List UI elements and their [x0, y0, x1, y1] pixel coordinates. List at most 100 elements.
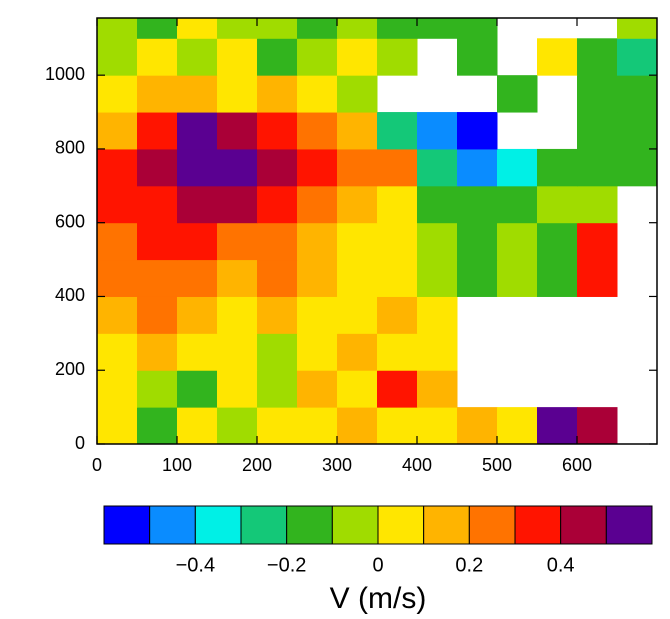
heat-cell — [537, 222, 578, 261]
heat-cell — [97, 185, 138, 224]
heat-cell — [217, 222, 258, 261]
heat-cell — [497, 185, 538, 224]
heat-cell — [177, 222, 218, 261]
heat-cell — [137, 38, 178, 76]
heat-cell — [217, 407, 258, 445]
y-tick-label: 600 — [55, 211, 85, 231]
colorbar-swatch — [514, 505, 562, 545]
heat-cell — [337, 18, 378, 39]
colorbar-swatch — [194, 505, 242, 545]
heat-cell — [217, 148, 258, 187]
heat-cell — [617, 38, 658, 76]
heat-cell — [257, 370, 298, 408]
colorbar-tick-label: −0.2 — [267, 554, 306, 576]
heat-cell — [297, 75, 338, 113]
heat-cell — [97, 222, 138, 261]
colorbar-swatch — [468, 505, 516, 545]
heat-cell — [217, 333, 258, 371]
y-tick-label: 200 — [55, 359, 85, 379]
heat-cell — [297, 333, 338, 371]
x-tick-label: 500 — [482, 455, 512, 475]
x-tick-label: 300 — [322, 455, 352, 475]
heat-cell — [537, 407, 578, 445]
heat-cell — [457, 259, 498, 297]
heat-cell — [417, 185, 458, 224]
heat-cell — [497, 407, 538, 445]
heat-cell — [537, 259, 578, 297]
heat-cell — [297, 222, 338, 261]
heat-cell — [137, 185, 178, 224]
heat-cell — [377, 259, 418, 297]
heat-cell — [377, 407, 418, 445]
heat-cell — [257, 112, 298, 150]
heat-cell — [217, 296, 258, 334]
heat-cell — [137, 407, 178, 445]
heat-cell — [137, 370, 178, 408]
heat-cell — [297, 370, 338, 408]
colorbar-swatch — [423, 505, 470, 545]
heat-cell — [97, 112, 138, 150]
heat-cell — [297, 407, 338, 445]
x-tick-label: 400 — [402, 455, 432, 475]
heat-cell — [97, 18, 138, 39]
heat-cell — [577, 407, 618, 445]
colorbar-swatch — [240, 505, 288, 545]
heat-cell — [257, 259, 298, 297]
heat-cell — [337, 112, 378, 150]
heat-cell — [537, 185, 578, 224]
heat-cell — [97, 259, 138, 297]
heat-cell — [337, 148, 378, 187]
heat-cell — [377, 296, 418, 334]
heat-cell — [97, 407, 138, 445]
colorbar-tick-label: −0.4 — [176, 554, 215, 576]
heat-cell — [97, 333, 138, 371]
heat-cell — [177, 148, 218, 187]
heat-cell — [177, 407, 218, 445]
heat-cell — [177, 18, 218, 39]
x-tick-label: 200 — [242, 455, 272, 475]
colorbar-swatch — [560, 505, 607, 545]
y-tick-label: 400 — [55, 285, 85, 305]
heat-cell — [177, 296, 218, 334]
colorbar-swatch — [149, 505, 196, 545]
heat-cell — [457, 185, 498, 224]
colorbar-swatch — [286, 505, 333, 545]
heat-cell — [617, 112, 658, 150]
y-tick-label: 800 — [55, 138, 85, 158]
heat-cell — [377, 112, 418, 150]
heat-cell — [337, 185, 378, 224]
heat-cell — [257, 185, 298, 224]
colorbar-label: V (m/s) — [330, 582, 427, 615]
heat-cell — [297, 185, 338, 224]
heat-cell — [137, 75, 178, 113]
heat-cell — [457, 407, 498, 445]
heat-cell — [577, 259, 618, 297]
heat-cell — [217, 18, 258, 39]
heat-cell — [97, 148, 138, 187]
heat-cell — [497, 259, 538, 297]
heat-cell — [457, 112, 498, 150]
heat-cell — [457, 222, 498, 261]
plot-frame — [96, 17, 658, 445]
heat-cell — [297, 18, 338, 39]
heat-cell — [177, 112, 218, 150]
heat-cell — [417, 259, 458, 297]
y-tick-label: 1000 — [45, 64, 85, 84]
heat-cell — [217, 75, 258, 113]
heat-cell — [217, 370, 258, 408]
heat-cell — [177, 370, 218, 408]
colorbar-swatch — [605, 505, 653, 545]
heat-cell — [617, 18, 658, 39]
heat-cell — [337, 259, 378, 297]
heat-cell — [417, 18, 458, 39]
heat-cell — [377, 148, 418, 187]
heat-cell — [417, 112, 458, 150]
colorbar-tick-label: 0 — [372, 554, 383, 576]
heat-cell — [577, 38, 618, 76]
heat-cell — [417, 407, 458, 445]
heat-cell — [577, 222, 618, 261]
heat-cell — [417, 333, 458, 371]
heat-cell — [137, 222, 178, 261]
heat-cell — [297, 148, 338, 187]
